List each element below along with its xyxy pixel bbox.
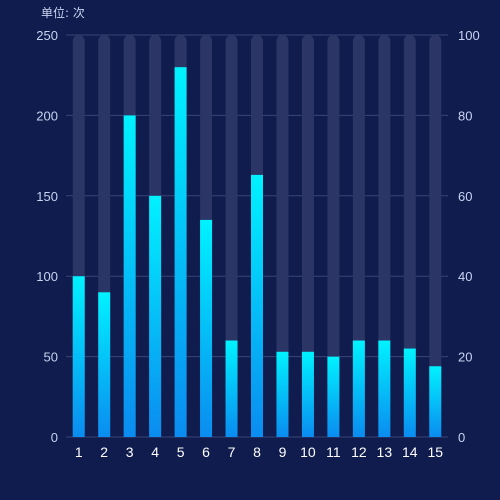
x-tick-label: 13 <box>377 444 393 460</box>
bar <box>123 115 136 438</box>
bar <box>174 67 187 437</box>
y-right-tick-label: 40 <box>458 269 472 284</box>
bar <box>276 351 289 437</box>
unit-label: 单位: 次 <box>41 6 85 20</box>
x-tick-label: 12 <box>351 444 367 460</box>
bar <box>98 292 111 437</box>
x-tick-label: 15 <box>427 444 443 460</box>
x-tick-label: 5 <box>177 444 185 460</box>
x-tick-label: 9 <box>279 444 287 460</box>
x-tick-label: 14 <box>402 444 418 460</box>
bar <box>251 174 263 437</box>
bar <box>429 366 442 437</box>
y-right-tick-label: 100 <box>458 28 480 43</box>
x-tick-label: 10 <box>300 444 316 460</box>
bar <box>403 348 416 437</box>
x-tick-label: 7 <box>228 444 236 460</box>
x-tick-label: 11 <box>326 444 341 460</box>
x-tick-label: 3 <box>126 444 134 460</box>
bar-track <box>327 35 340 437</box>
y-left-tick-label: 100 <box>36 269 58 284</box>
bar <box>352 340 365 437</box>
y-right-tick-label: 0 <box>458 430 465 445</box>
bar <box>301 351 314 437</box>
y-left-tick-label: 250 <box>36 28 58 43</box>
y-left-tick-label: 50 <box>44 350 58 365</box>
bar-track <box>403 35 416 437</box>
x-tick-label: 4 <box>151 444 159 460</box>
bar <box>378 340 391 437</box>
y-left-tick-label: 150 <box>36 189 58 204</box>
bar <box>149 195 162 437</box>
bar <box>200 219 213 437</box>
bar-track <box>352 35 365 437</box>
bar-track <box>276 35 289 437</box>
y-left-tick-label: 200 <box>36 108 58 123</box>
bar-track <box>225 35 238 437</box>
bar <box>72 276 85 437</box>
bar-track <box>378 35 391 437</box>
x-tick-label: 2 <box>100 444 108 460</box>
x-tick-label: 1 <box>75 444 83 460</box>
x-tick-label: 8 <box>253 444 261 460</box>
y-right-tick-label: 60 <box>458 189 472 204</box>
bar <box>327 356 340 437</box>
bar-track <box>429 35 442 437</box>
y-left-tick-label: 0 <box>51 430 58 445</box>
bar <box>225 340 238 437</box>
x-tick-label: 6 <box>202 444 210 460</box>
bar-track <box>301 35 314 437</box>
y-right-tick-label: 80 <box>458 108 472 123</box>
y-right-tick-label: 20 <box>458 350 472 365</box>
